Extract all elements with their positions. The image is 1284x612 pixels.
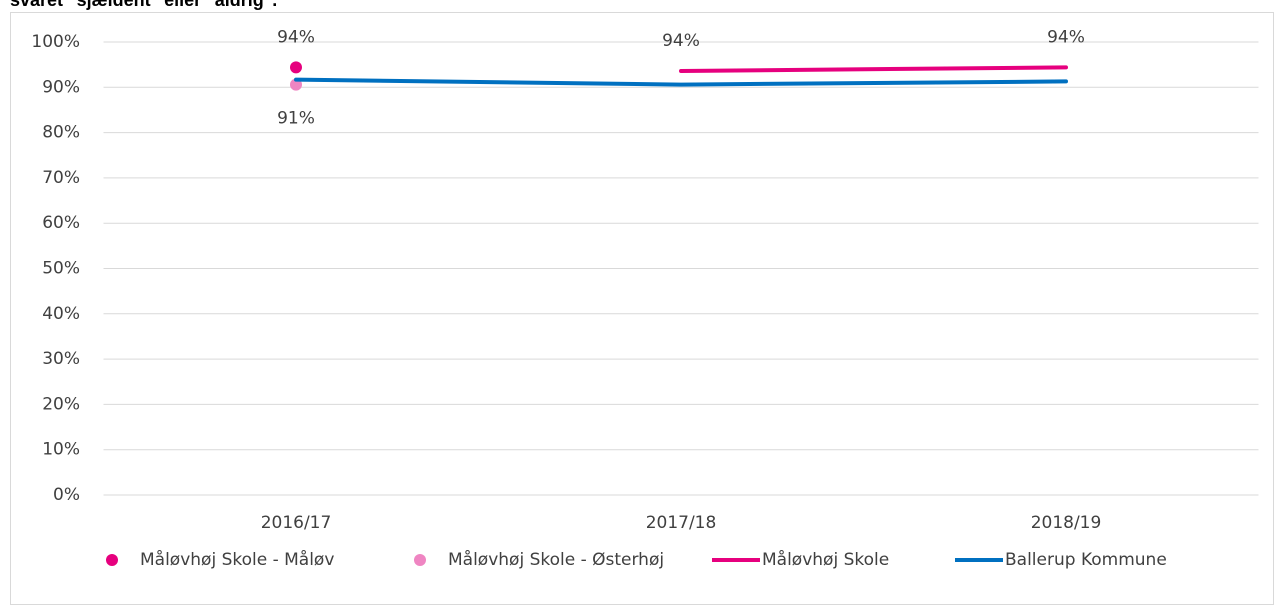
legend-marker [106, 554, 118, 566]
y-tick-label: 80% [42, 123, 80, 143]
data-label: 94% [662, 31, 700, 51]
x-tick-label: 2017/18 [646, 513, 717, 533]
y-tick-label: 40% [42, 304, 80, 324]
legend-label: Måløvhøj Skole - Måløv [140, 549, 334, 570]
y-tick-label: 70% [42, 168, 80, 188]
legend-label: Måløvhøj Skole - Østerhøj [448, 549, 664, 570]
chart-title: svaret "sjældent" eller "aldrig". [10, 0, 277, 10]
series-line [294, 77, 1068, 87]
series-point [290, 61, 302, 74]
y-tick-label: 30% [42, 349, 80, 369]
y-tick-label: 60% [42, 213, 80, 233]
data-label: 94% [1047, 27, 1085, 47]
series-line [679, 65, 1068, 73]
y-tick-label: 90% [42, 77, 80, 97]
y-tick-label: 0% [53, 485, 80, 505]
x-tick-label: 2018/19 [1031, 513, 1102, 533]
legend-label: Ballerup Kommune [1005, 550, 1167, 570]
chart-border [10, 12, 1274, 605]
x-tick-label: 2016/17 [261, 513, 332, 533]
data-label: 91% [277, 109, 315, 129]
legend-label: Måløvhøj Skole [762, 549, 889, 570]
y-tick-label: 50% [42, 259, 80, 279]
y-tick-label: 20% [42, 394, 80, 414]
y-tick-label: 10% [42, 440, 80, 460]
y-tick-label: 100% [31, 32, 80, 52]
legend-marker [414, 554, 426, 566]
data-label: 94% [277, 27, 315, 47]
